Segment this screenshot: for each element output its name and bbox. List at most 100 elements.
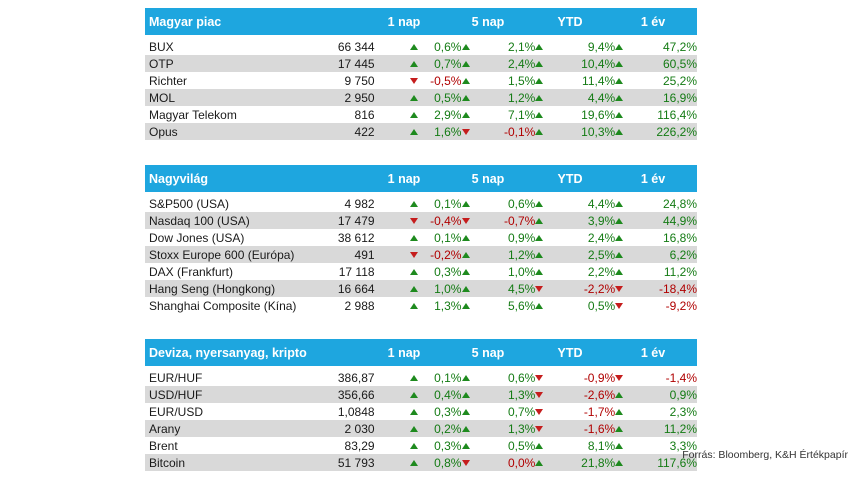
change-cell: 9,4% (535, 40, 615, 54)
table-row: Shanghai Composite (Kína) 2 988 1,3% 5,6% 0,… (145, 297, 697, 314)
up-arrow-icon (615, 251, 624, 258)
change-value: 0,6% (507, 370, 536, 385)
up-arrow-icon (535, 268, 544, 275)
change-value: 0,1% (434, 370, 462, 385)
up-arrow-icon (409, 425, 418, 432)
change-value: 0,1% (434, 196, 462, 211)
up-arrow-icon (462, 200, 471, 207)
row-value: 66 344 (337, 39, 375, 54)
down-arrow-icon (409, 217, 418, 224)
change-cell: 0,8% (392, 456, 463, 470)
table-row: Nasdaq 100 (USA) 17 479 -0,4% -0,7% 3,9% 44,9… (145, 212, 697, 229)
up-arrow-icon (409, 94, 418, 101)
change-cell: 117,6% (615, 456, 697, 470)
change-cell: 226,2% (615, 125, 697, 139)
change-value: 0,6% (434, 39, 462, 54)
change-cell: 0,1% (392, 371, 463, 385)
change-cell: 7,1% (462, 108, 535, 122)
down-arrow-icon (462, 217, 471, 224)
change-cell: 0,7% (392, 57, 463, 71)
up-arrow-icon (535, 111, 544, 118)
change-cell: 2,5% (535, 248, 615, 262)
up-arrow-icon (615, 200, 624, 207)
up-arrow-icon (615, 43, 624, 50)
row-value: 2 950 (344, 90, 375, 105)
change-value: 2,5% (587, 247, 616, 262)
change-value: 0,9% (669, 387, 698, 402)
change-cell: 0,9% (615, 388, 697, 402)
change-cell: 1,3% (462, 422, 535, 436)
change-cell: 1,3% (392, 299, 463, 313)
change-value: 4,4% (587, 196, 616, 211)
up-arrow-icon (535, 302, 544, 309)
change-cell: 1,6% (392, 125, 463, 139)
change-cell: 1,2% (462, 91, 535, 105)
change-cell: 10,4% (535, 57, 615, 71)
up-arrow-icon (535, 60, 544, 67)
down-arrow-icon (535, 408, 544, 415)
up-arrow-icon (615, 268, 624, 275)
table-row: USD/HUF 356,66 0,4% 1,3% -2,6% 0,9% (145, 386, 697, 403)
row-value: 17 445 (337, 56, 375, 71)
change-cell: 0,3% (392, 439, 463, 453)
table-row: OTP 17 445 0,7% 2,4% 10,4% 60,5% (145, 55, 697, 72)
change-cell: 60,5% (615, 57, 697, 71)
change-value: -0,1% (503, 124, 536, 139)
up-arrow-icon (535, 234, 544, 241)
table-row: S&P500 (USA) 4 982 0,1% 0,6% 4,4% 24,8% (145, 195, 697, 212)
up-arrow-icon (535, 94, 544, 101)
change-cell: 6,2% (615, 248, 697, 262)
change-value: -9,2% (665, 298, 698, 313)
down-arrow-icon (535, 285, 544, 292)
column-header: YTD (557, 14, 583, 29)
up-arrow-icon (462, 285, 471, 292)
change-cell: 16,9% (615, 91, 697, 105)
row-name: Magyar Telekom (149, 107, 237, 122)
change-value: 0,7% (434, 56, 462, 71)
change-value: -2,2% (583, 281, 616, 296)
change-value: 44,9% (662, 213, 698, 228)
up-arrow-icon (462, 391, 471, 398)
change-cell: 0,0% (462, 456, 535, 470)
change-cell: 0,6% (462, 197, 535, 211)
change-value: 0,6% (507, 196, 536, 211)
change-value: 8,1% (587, 438, 616, 453)
change-value: 25,2% (662, 73, 698, 88)
change-cell: 1,0% (392, 282, 463, 296)
row-value: 9 750 (344, 73, 375, 88)
table-row: Dow Jones (USA) 38 612 0,1% 0,9% 2,4% 16,8% (145, 229, 697, 246)
up-arrow-icon (409, 442, 418, 449)
down-arrow-icon (535, 374, 544, 381)
up-arrow-icon (409, 128, 418, 135)
change-cell: 44,9% (615, 214, 697, 228)
change-value: 11,2% (663, 421, 698, 436)
row-value: 2 030 (344, 421, 375, 436)
row-name: MOL (149, 90, 176, 105)
row-value: 816 (354, 107, 375, 122)
change-cell: 24,8% (615, 197, 697, 211)
change-value: -0,7% (503, 213, 536, 228)
change-value: 1,3% (507, 387, 536, 402)
up-arrow-icon (535, 442, 544, 449)
row-value: 4 982 (344, 196, 375, 211)
change-value: 4,5% (507, 281, 536, 296)
change-cell: 2,1% (462, 40, 535, 54)
section-header: Deviza, nyersanyag, kripto 1 nap 5 nap YTD 1… (145, 339, 697, 366)
row-name: Opus (149, 124, 178, 139)
table-row: EUR/USD 1,0848 0,3% 0,7% -1,7% 2,3% (145, 403, 697, 420)
market-tables: Magyar piac 1 nap 5 nap YTD 1 év BUX 66 344 0,6… (145, 8, 697, 471)
change-value: 60,5% (662, 56, 698, 71)
up-arrow-icon (409, 268, 418, 275)
up-arrow-icon (535, 217, 544, 224)
change-value: -0,9% (583, 370, 616, 385)
up-arrow-icon (409, 234, 418, 241)
down-arrow-icon (462, 128, 471, 135)
section-title: Nagyvilág (149, 171, 209, 186)
row-name: BUX (149, 39, 174, 54)
row-value: 17 479 (337, 213, 375, 228)
table-row: Brent 83,29 0,3% 0,5% 8,1% 3,3% (145, 437, 697, 454)
column-header: 1 év (640, 171, 666, 186)
change-value: -1,6% (583, 421, 616, 436)
table-row: Bitcoin 51 793 0,8% 0,0% 21,8% 117,6% (145, 454, 697, 471)
row-value: 422 (354, 124, 375, 139)
